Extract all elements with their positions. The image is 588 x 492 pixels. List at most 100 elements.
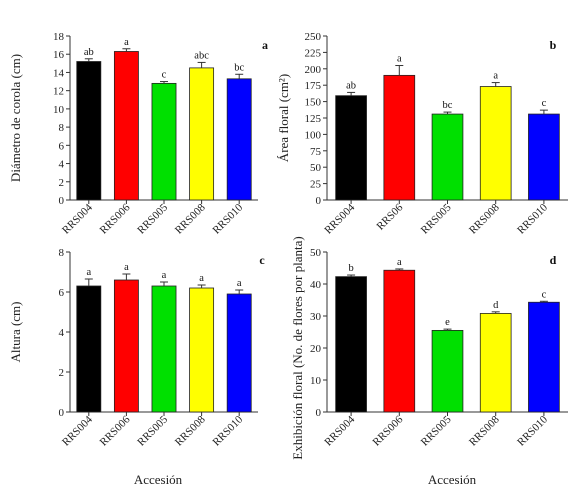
y-tick-label-d: 0 [316, 407, 322, 419]
y-axis-title-d: Exhibición floral (No. de flores por pla… [290, 236, 305, 459]
y-tick-label-c: 4 [59, 327, 65, 339]
bar-c-RRS008 [189, 287, 215, 413]
bar-b-RRS06 [383, 74, 416, 201]
bar-a-RRS006 [113, 51, 139, 201]
y-tick-label-a: 0 [59, 195, 65, 207]
y-tick-label-b: 150 [305, 97, 322, 109]
sig-label-b: ab [346, 80, 356, 91]
x-tick-label-c: RRS008 [173, 413, 208, 448]
y-axis-title-a: Diámetro de corola (cm) [8, 54, 23, 182]
bar-d-RRS008 [479, 313, 512, 413]
sig-label-b: a [397, 54, 402, 65]
x-tick-label-d: RRS004 [322, 413, 357, 448]
sig-label-b: a [493, 71, 498, 82]
y-axis-title-b: Área floral (cm²) [276, 74, 291, 162]
x-tick-label-b: RRS004 [322, 201, 357, 236]
y-tick-label-a: 8 [59, 122, 65, 134]
sig-label-d: a [397, 257, 402, 268]
bar-b-RRS005 [431, 113, 464, 201]
x-axis-title-right: Accesión [428, 472, 477, 487]
y-axis-title-c: Altura (cm) [8, 301, 23, 362]
x-tick-label-a: RRS010 [210, 201, 245, 236]
bar-b-RRS004 [335, 95, 367, 201]
y-tick-label-d: 30 [310, 311, 322, 323]
sig-label-c: a [86, 267, 91, 278]
bar-c-RRS004 [76, 285, 102, 413]
y-tick-label-a: 16 [53, 49, 65, 61]
y-tick-label-b: 0 [316, 195, 322, 207]
bar-d-RRS010 [528, 301, 560, 413]
sig-label-c: a [199, 273, 204, 284]
sig-label-c: a [124, 262, 129, 273]
x-tick-label-c: RRS005 [135, 413, 170, 448]
bar-d-RRS004 [335, 276, 367, 413]
y-tick-label-d: 40 [310, 279, 322, 291]
x-tick-label-b: RRS010 [515, 201, 550, 236]
x-axis-title-left: Accesión [134, 472, 183, 487]
y-tick-label-b: 50 [310, 162, 322, 174]
x-tick-label-b: RRS008 [467, 201, 502, 236]
y-tick-label-b: 125 [305, 113, 322, 125]
bar-a-RRS008 [189, 67, 215, 201]
bar-c-RRS005 [151, 285, 177, 413]
y-tick-label-b: 75 [310, 146, 322, 158]
y-tick-label-a: 2 [59, 177, 65, 189]
y-tick-label-b: 250 [305, 31, 322, 43]
y-tick-label-c: 8 [59, 247, 65, 259]
x-tick-label-b: RRS005 [419, 201, 454, 236]
panel-tag-b: b [550, 38, 557, 52]
x-tick-label-d: RRS006 [371, 413, 406, 448]
sig-label-c: a [237, 278, 242, 289]
bar-c-RRS006 [113, 279, 139, 413]
x-tick-label-c: RRS004 [60, 413, 95, 448]
bar-a-RRS004 [76, 61, 102, 201]
sig-label-b: bc [443, 100, 453, 111]
bar-b-RRS008 [479, 86, 512, 201]
x-tick-label-d: RRS008 [467, 413, 502, 448]
sig-label-a: c [162, 70, 167, 81]
sig-label-d: c [542, 289, 547, 300]
x-tick-label-c: RRS006 [98, 413, 133, 448]
x-tick-label-c: RRS010 [210, 413, 245, 448]
bar-a-RRS005 [151, 82, 177, 201]
y-tick-label-d: 10 [310, 375, 322, 387]
y-tick-label-d: 20 [310, 343, 322, 355]
panel-tag-a: a [262, 38, 268, 52]
y-tick-label-a: 10 [53, 104, 65, 116]
x-tick-label-a: RRS004 [60, 201, 95, 236]
y-tick-label-d: 50 [310, 247, 322, 259]
y-tick-label-c: 0 [59, 407, 65, 419]
y-tick-label-b: 100 [305, 129, 322, 141]
sig-label-a: a [124, 37, 129, 48]
panel-tag-c: c [259, 253, 265, 267]
bar-c-RRS010 [226, 293, 252, 413]
y-tick-label-c: 6 [59, 287, 65, 299]
sig-label-d: b [348, 263, 353, 274]
y-tick-label-a: 18 [53, 31, 65, 43]
bar-d-RRS005 [431, 329, 464, 413]
sig-label-a: abc [194, 50, 209, 61]
x-tick-label-a: RRS006 [98, 201, 133, 236]
bar-d-RRS006 [383, 269, 416, 413]
sig-label-c: a [162, 270, 167, 281]
x-tick-label-d: RRS010 [515, 413, 550, 448]
y-tick-label-b: 225 [305, 47, 322, 59]
y-tick-label-a: 6 [59, 140, 65, 152]
sig-label-a: ab [84, 47, 94, 58]
y-tick-label-c: 2 [59, 367, 65, 379]
y-tick-label-b: 200 [305, 64, 322, 76]
x-tick-label-a: RRS005 [135, 201, 170, 236]
x-tick-label-d: RRS005 [419, 413, 454, 448]
bar-b-RRS010 [528, 113, 560, 201]
y-tick-label-a: 4 [59, 159, 65, 171]
sig-label-b: c [542, 98, 547, 109]
y-tick-label-a: 14 [53, 67, 65, 79]
sig-label-d: d [493, 300, 499, 311]
sig-label-a: bc [234, 62, 244, 73]
y-tick-label-b: 25 [310, 179, 322, 191]
bar-a-RRS010 [226, 78, 252, 201]
y-tick-label-b: 175 [305, 80, 322, 92]
sig-label-d: e [445, 317, 450, 328]
x-tick-label-b: RRS06 [374, 201, 405, 232]
